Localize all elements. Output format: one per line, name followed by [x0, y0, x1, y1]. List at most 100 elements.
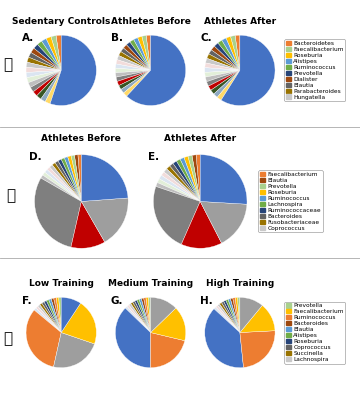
Title: Athletes Before: Athletes Before	[41, 134, 121, 143]
Wedge shape	[235, 297, 240, 333]
Wedge shape	[37, 70, 61, 99]
Wedge shape	[205, 309, 243, 368]
Wedge shape	[157, 179, 200, 201]
Wedge shape	[209, 50, 240, 70]
Wedge shape	[26, 62, 61, 70]
Wedge shape	[219, 303, 240, 333]
Wedge shape	[226, 299, 240, 333]
Wedge shape	[150, 308, 186, 340]
Wedge shape	[150, 297, 176, 333]
Wedge shape	[117, 70, 150, 86]
Wedge shape	[41, 39, 61, 70]
Wedge shape	[221, 301, 240, 333]
Legend: Bacteroidetes, Faecalibacterium, Roseburia, Alistipes, Ruminococcus, Prevotella,: Bacteroidetes, Faecalibacterium, Rosebur…	[284, 40, 346, 102]
Wedge shape	[27, 57, 61, 70]
Text: G.: G.	[111, 295, 123, 306]
Wedge shape	[34, 45, 61, 70]
Wedge shape	[27, 70, 61, 83]
Wedge shape	[40, 303, 61, 333]
Wedge shape	[184, 156, 200, 201]
Wedge shape	[226, 36, 240, 70]
Title: Athletes Before: Athletes Before	[111, 17, 190, 26]
Wedge shape	[181, 201, 221, 248]
Wedge shape	[28, 53, 61, 70]
Wedge shape	[228, 299, 240, 333]
Text: D.: D.	[29, 152, 41, 162]
Title: Athletes After: Athletes After	[204, 17, 276, 26]
Wedge shape	[46, 37, 61, 70]
Legend: Prevotella, Faecalibacterium, Ruminococcus, Bacteroides, Blautia, Alistipes, Ros: Prevotella, Faecalibacterium, Ruminococc…	[284, 301, 346, 363]
Wedge shape	[206, 58, 240, 70]
Wedge shape	[214, 70, 240, 97]
Wedge shape	[176, 159, 200, 201]
Wedge shape	[170, 164, 200, 201]
Wedge shape	[216, 305, 240, 333]
Wedge shape	[192, 155, 200, 201]
Wedge shape	[61, 303, 96, 344]
Wedge shape	[130, 40, 150, 70]
Title: Low Training: Low Training	[29, 280, 94, 288]
Wedge shape	[214, 43, 240, 70]
Wedge shape	[218, 40, 240, 70]
Text: F.: F.	[22, 295, 31, 306]
Wedge shape	[146, 35, 150, 70]
Wedge shape	[207, 54, 240, 70]
Wedge shape	[55, 161, 81, 201]
Wedge shape	[50, 35, 96, 105]
Wedge shape	[205, 68, 240, 72]
Text: 🏃: 🏃	[6, 188, 15, 203]
Wedge shape	[131, 302, 150, 333]
Wedge shape	[51, 36, 61, 70]
Wedge shape	[125, 307, 150, 333]
Wedge shape	[119, 52, 150, 70]
Wedge shape	[139, 299, 150, 333]
Wedge shape	[200, 154, 247, 204]
Wedge shape	[207, 70, 240, 86]
Wedge shape	[115, 308, 150, 368]
Wedge shape	[56, 35, 61, 70]
Wedge shape	[205, 70, 240, 77]
Wedge shape	[211, 70, 240, 94]
Title: Sedentary Controls: Sedentary Controls	[12, 17, 111, 26]
Wedge shape	[217, 304, 240, 333]
Wedge shape	[230, 298, 240, 333]
Wedge shape	[49, 299, 61, 333]
Text: C.: C.	[200, 34, 212, 43]
Wedge shape	[127, 35, 186, 105]
Wedge shape	[164, 169, 200, 201]
Title: High Training: High Training	[206, 280, 274, 288]
Wedge shape	[161, 172, 200, 201]
Wedge shape	[235, 35, 240, 70]
Wedge shape	[47, 167, 81, 201]
Wedge shape	[167, 166, 200, 201]
Wedge shape	[132, 301, 150, 333]
Wedge shape	[26, 70, 61, 78]
Wedge shape	[156, 182, 200, 201]
Wedge shape	[78, 154, 81, 201]
Wedge shape	[180, 158, 200, 201]
Wedge shape	[121, 48, 150, 70]
Wedge shape	[208, 70, 240, 90]
Wedge shape	[121, 70, 150, 93]
Wedge shape	[129, 303, 150, 333]
Wedge shape	[240, 305, 275, 333]
Wedge shape	[217, 70, 240, 100]
Wedge shape	[233, 298, 240, 333]
Wedge shape	[230, 36, 240, 70]
Wedge shape	[44, 301, 61, 333]
Wedge shape	[26, 67, 61, 73]
Wedge shape	[119, 70, 150, 89]
Wedge shape	[240, 331, 275, 367]
Wedge shape	[75, 155, 81, 201]
Wedge shape	[45, 70, 61, 104]
Wedge shape	[123, 70, 150, 96]
Wedge shape	[238, 297, 240, 333]
Wedge shape	[224, 300, 240, 333]
Text: B.: B.	[111, 34, 123, 43]
Wedge shape	[37, 41, 61, 70]
Wedge shape	[58, 159, 81, 201]
Wedge shape	[28, 70, 61, 87]
Text: E.: E.	[148, 152, 159, 162]
Wedge shape	[205, 63, 240, 70]
Wedge shape	[45, 169, 81, 201]
